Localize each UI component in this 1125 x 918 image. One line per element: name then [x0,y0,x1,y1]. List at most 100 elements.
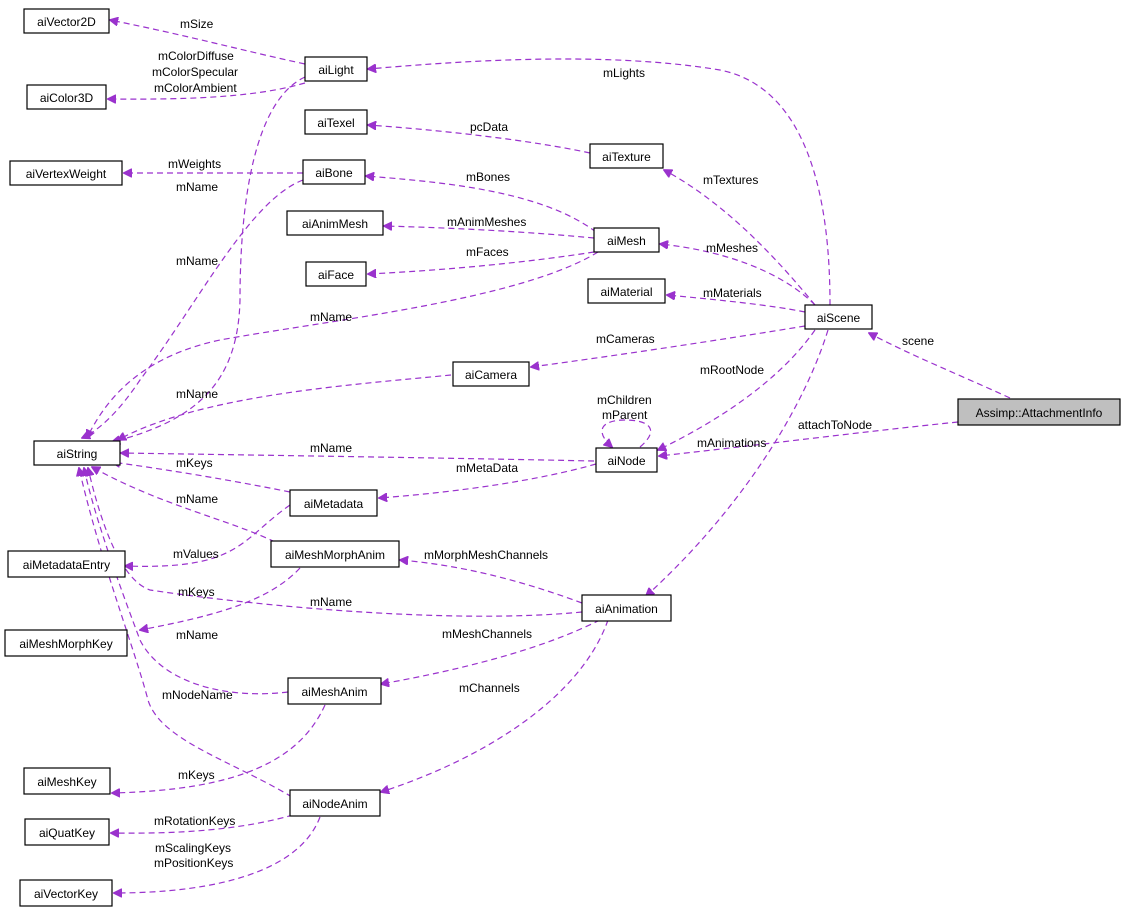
edge-mmetadata [379,463,597,498]
label-mmeshes: mMeshes [706,241,758,255]
svg-text:aiTexture: aiTexture [602,150,651,164]
edge-mkeys-morph [140,567,301,630]
edge-mmeshchannels [381,619,601,684]
edge-mname-animation [88,468,583,617]
label-mcolorspecular: mColorSpecular [152,65,238,79]
edge-attachtonode [659,421,959,456]
svg-text:aiVectorKey: aiVectorKey [34,887,98,901]
label-mname-mesh: mName [310,310,352,324]
edge-mkeys-meshanim [112,704,326,793]
edge-mname-mesh [87,251,599,438]
node-aiquatkey[interactable]: aiQuatKey [24,818,110,846]
node-aimeshmorphanim[interactable]: aiMeshMorphAnim [270,540,400,568]
edge-mbones [366,176,597,233]
edge-mmorphmeshchannels [400,560,583,604]
edge-mfaces [368,251,595,274]
label-mchildren: mChildren [597,393,652,407]
svg-text:aiFace: aiFace [318,268,354,282]
label-mname-camera: mName [176,387,218,401]
label-mchannels: mChannels [459,681,520,695]
label-mnodename: mNodeName [162,688,233,702]
svg-text:aiCamera: aiCamera [465,368,517,382]
svg-text:aiLight: aiLight [318,63,354,77]
edge-mrootnode [658,329,816,450]
node-aimeshmorphkey[interactable]: aiMeshMorphKey [4,629,128,657]
edge-mname-bone [82,179,304,438]
svg-text:aiBone: aiBone [315,166,353,180]
node-aianimmesh[interactable]: aiAnimMesh [286,210,384,236]
node-ainode[interactable]: aiNode [595,447,658,473]
edge-msize [110,20,306,65]
edge-mname-camera [118,374,452,440]
edge-mchildren [601,419,652,447]
node-aimeshanim[interactable]: aiMeshAnim [287,677,382,705]
svg-text:aiMeshKey: aiMeshKey [37,775,96,789]
label-mname-bone: mName [176,180,218,194]
label-scene: scene [902,334,934,348]
svg-text:aiAnimation: aiAnimation [595,602,658,616]
edge-mcolor [108,82,306,99]
label-msize: mSize [180,17,214,31]
node-aivectorkey[interactable]: aiVectorKey [19,879,113,907]
label-pcdata: pcData [470,120,508,134]
node-attachmentinfo[interactable]: Assimp::AttachmentInfo [957,398,1121,426]
node-aiscene[interactable]: aiScene [804,304,873,330]
label-mweights: mWeights [168,157,221,171]
svg-text:aiMeshAnim: aiMeshAnim [301,685,367,699]
label-mrootnode: mRootNode [700,363,764,377]
node-aiface[interactable]: aiFace [305,261,367,287]
node-aivector2d[interactable]: aiVector2D [23,8,110,34]
node-aitexture[interactable]: aiTexture [589,143,664,169]
node-aianimation[interactable]: aiAnimation [581,594,672,622]
svg-text:aiColor3D: aiColor3D [40,91,94,105]
edge-mkeys-metadata [112,462,291,493]
edge-manimations [646,329,829,596]
node-aicolor3d[interactable]: aiColor3D [26,84,107,110]
label-mbones: mBones [466,170,510,184]
label-mname-meshanim: mName [176,628,218,642]
svg-text:aiMaterial: aiMaterial [600,285,652,299]
edge-mmaterials [667,295,806,313]
label-mcameras: mCameras [596,332,655,346]
svg-text:aiMetadataEntry: aiMetadataEntry [23,558,110,572]
edge-mlights [368,58,831,306]
edge-mcameras [531,325,806,367]
node-aivertexweight[interactable]: aiVertexWeight [9,160,123,186]
svg-text:Assimp::AttachmentInfo: Assimp::AttachmentInfo [976,406,1103,420]
node-aimetadata[interactable]: aiMetadata [289,489,378,517]
label-mkeys-meshanim: mKeys [178,768,215,782]
edge-mvalues [125,504,291,566]
node-aitexel[interactable]: aiTexel [304,109,368,135]
node-ailight[interactable]: aiLight [304,56,368,82]
node-aibone[interactable]: aiBone [302,159,366,185]
label-mmetadata: mMetaData [456,461,518,475]
svg-text:aiMeshMorphKey: aiMeshMorphKey [19,637,112,651]
svg-text:aiQuatKey: aiQuatKey [39,826,95,840]
label-manimations: mAnimations [697,436,766,450]
nodes: aiVector2D aiLight aiColor3D aiTexel aiT… [4,8,1121,907]
edge-scene [869,333,1011,399]
edge-mmeshes [660,244,816,306]
node-aistring[interactable]: aiString [33,440,121,466]
node-aimeshkey[interactable]: aiMeshKey [23,767,111,795]
node-aimesh[interactable]: aiMesh [593,227,660,253]
edge-mname-meshanim [84,468,289,695]
svg-text:aiNode: aiNode [607,454,645,468]
label-mmeshchannels: mMeshChannels [442,627,532,641]
label-mkeys-morph: mKeys [178,585,215,599]
label-mcolorambient: mColorAmbient [154,81,237,95]
svg-text:aiScene: aiScene [817,311,861,325]
label-mkeys-metadata: mKeys [176,456,213,470]
label-mname-animation: mName [310,595,352,609]
label-manimmeshes: mAnimMeshes [447,215,526,229]
svg-text:aiMesh: aiMesh [607,234,646,248]
node-aicamera[interactable]: aiCamera [452,361,530,387]
node-aimetadataentry[interactable]: aiMetadataEntry [7,550,126,578]
svg-text:aiVertexWeight: aiVertexWeight [26,167,107,181]
label-mname-light: mName [176,254,218,268]
node-ainodeanim[interactable]: aiNodeAnim [289,789,381,817]
node-aimaterial[interactable]: aiMaterial [587,278,666,304]
svg-text:aiTexel: aiTexel [317,116,354,130]
